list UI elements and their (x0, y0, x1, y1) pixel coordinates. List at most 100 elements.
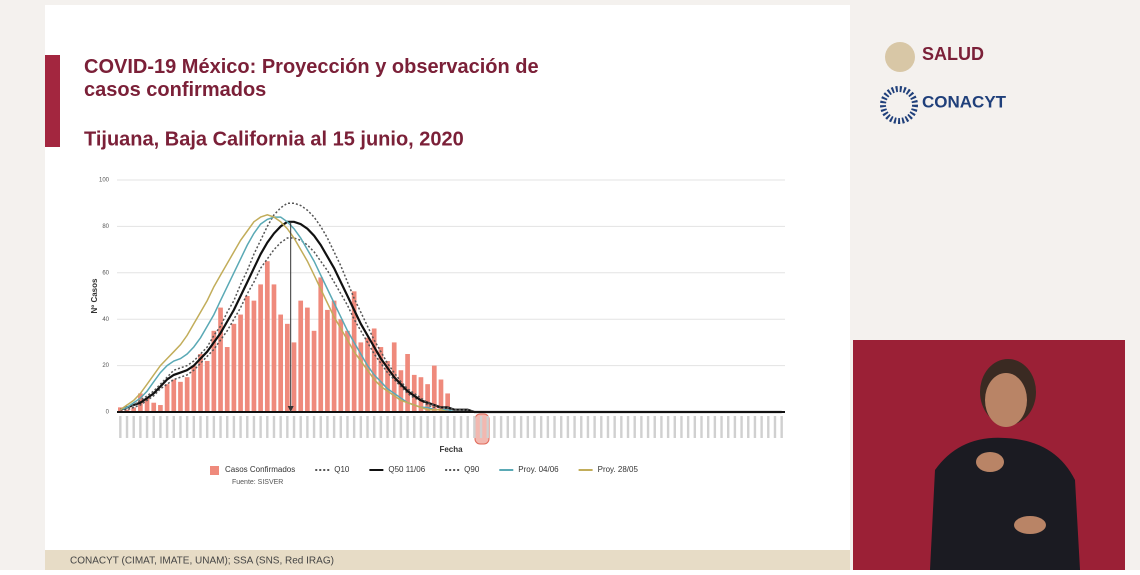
x-axis-label: Fecha (439, 445, 463, 454)
x-tick-placeholder (205, 416, 209, 438)
footer-band (45, 550, 850, 570)
bar (438, 379, 444, 412)
x-tick-placeholder (773, 416, 777, 438)
bar (445, 393, 450, 412)
x-tick-placeholder (573, 416, 576, 438)
x-tick-placeholder (279, 416, 282, 438)
x-tick-placeholder (386, 416, 389, 438)
x-tick-placeholder (119, 416, 783, 438)
bar (338, 319, 344, 412)
subtitle: Tijuana, Baja California al 15 junio, 20… (84, 128, 464, 150)
x-tick-placeholder (606, 416, 610, 438)
x-tick-placeholder (673, 416, 676, 438)
x-tick-placeholder (539, 416, 543, 438)
x-tick-placeholder (299, 416, 302, 438)
bar (425, 384, 430, 412)
x-tick-placeholder (139, 416, 142, 438)
x-tick-placeholder (286, 416, 289, 438)
salud-emblem (885, 42, 915, 72)
x-tick-placeholder (426, 416, 429, 438)
bar (124, 409, 130, 412)
bar (418, 377, 424, 412)
x-tick-placeholder (439, 416, 443, 438)
x-tick-placeholder (727, 416, 730, 438)
bar (305, 307, 310, 412)
x-tick-placeholder (406, 416, 409, 438)
x-tick-placeholder (326, 416, 329, 438)
x-tick-placeholder (473, 416, 476, 438)
x-tick-placeholder (359, 416, 363, 438)
x-tick-placeholder (266, 416, 269, 438)
x-tick-placeholder (747, 416, 750, 438)
bar (231, 323, 237, 412)
y-tick-label: 0 (106, 410, 110, 416)
x-tick-placeholder (646, 416, 650, 438)
x-tick-placeholder (339, 416, 342, 438)
bar (385, 360, 390, 412)
bar (264, 261, 270, 412)
x-tick-placeholder (252, 416, 256, 438)
x-tick-placeholder (459, 416, 463, 438)
legend-label: Q90 (464, 465, 480, 474)
x-tick-placeholder (760, 416, 763, 438)
x-tick-placeholder (152, 416, 155, 438)
x-tick-placeholder (660, 416, 663, 438)
bar (285, 323, 290, 412)
interpreter-hand (1014, 516, 1046, 534)
x-tick-placeholder (453, 416, 456, 438)
x-tick-placeholder (493, 416, 496, 438)
peak-arrow-head (287, 406, 294, 412)
x-tick-placeholder (292, 416, 296, 438)
x-tick-placeholder (346, 416, 349, 438)
bar (411, 374, 417, 412)
x-tick-placeholder (640, 416, 643, 438)
x-tick-placeholder (413, 416, 416, 438)
x-tick-placeholder (212, 416, 216, 438)
x-tick-placeholder (393, 416, 396, 438)
bar (198, 354, 203, 412)
x-tick-placeholder (626, 416, 630, 438)
title-text: COVID-19 México: Proyección y observació… (84, 56, 539, 101)
bar (144, 398, 150, 412)
y-tick-label: 60 (102, 270, 109, 276)
x-tick-placeholder (767, 416, 770, 438)
x-tick-placeholder (433, 416, 436, 438)
bar (151, 402, 157, 412)
x-tick-placeholder (352, 416, 356, 438)
y-axis-label: Nº Casos (90, 278, 99, 313)
bar (178, 381, 183, 412)
x-tick-placeholder (499, 416, 503, 438)
bar (331, 300, 337, 412)
x-tick-placeholder (700, 416, 703, 438)
bar (318, 277, 324, 412)
bar (204, 360, 210, 412)
x-tick-placeholder (366, 416, 369, 438)
interpreter-hand (976, 452, 1004, 472)
logo-text: SALUD (922, 44, 984, 64)
legend-label: Q10 (334, 465, 350, 474)
bar (171, 379, 177, 412)
bar (398, 370, 404, 412)
bar (224, 347, 230, 412)
x-tick-placeholder (533, 416, 536, 438)
x-tick-placeholder (172, 416, 175, 438)
x-tick-placeholder (125, 416, 129, 438)
bar (218, 307, 223, 412)
bar (271, 284, 277, 412)
bar (184, 377, 190, 412)
x-tick-placeholder (740, 416, 743, 438)
y-tick-label: 100 (99, 178, 110, 184)
bar (244, 296, 250, 412)
x-tick-placeholder (519, 416, 523, 438)
bar (291, 342, 297, 412)
x-tick-placeholder (693, 416, 697, 438)
x-tick-placeholder (259, 416, 262, 438)
x-tick-placeholder (165, 416, 169, 438)
x-tick-placeholder (306, 416, 309, 438)
x-tick-placeholder (486, 416, 489, 438)
x-tick-placeholder (372, 416, 376, 438)
x-tick-placeholder (613, 416, 616, 438)
legend-label: Proy. 28/05 (598, 465, 639, 474)
